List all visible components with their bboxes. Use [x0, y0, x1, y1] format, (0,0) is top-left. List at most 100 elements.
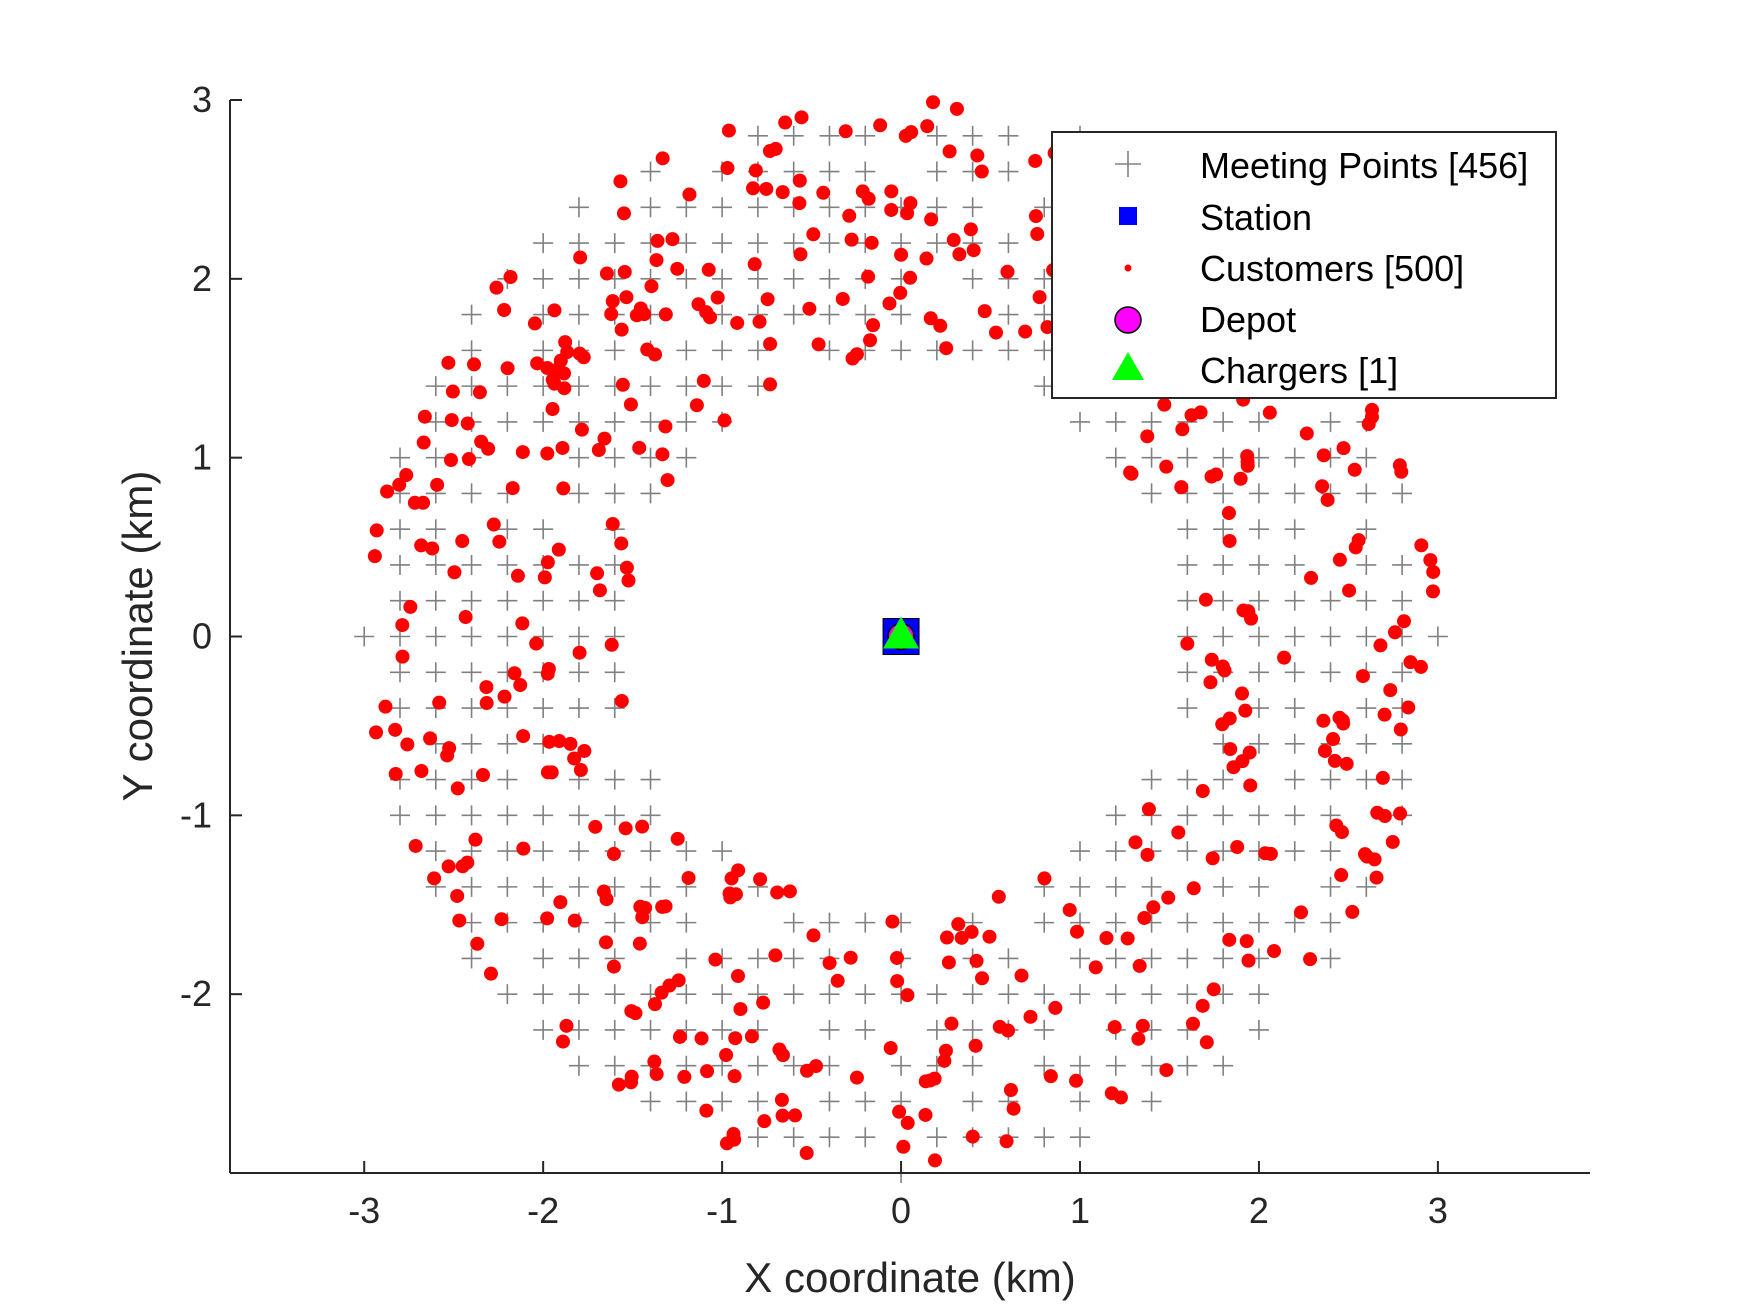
meeting-point-marker	[497, 411, 518, 432]
meeting-point-marker	[747, 197, 768, 218]
customer-marker	[1028, 209, 1043, 224]
y-tick-label: 0	[192, 616, 212, 657]
customer-marker	[696, 373, 711, 388]
customer-marker	[946, 233, 961, 248]
meeting-point-marker	[926, 233, 947, 254]
meeting-point-marker	[1213, 554, 1234, 575]
customer-marker	[591, 442, 606, 457]
customer-marker	[1174, 480, 1189, 495]
customer-marker	[388, 722, 403, 737]
meeting-point-marker	[1034, 197, 1055, 218]
meeting-point-marker	[712, 1019, 733, 1040]
customer-marker	[408, 838, 423, 853]
meeting-point-marker	[926, 125, 947, 146]
customer-marker	[681, 870, 696, 885]
meeting-point-marker	[497, 590, 518, 611]
customer-marker	[968, 1038, 983, 1053]
customer-marker	[654, 985, 669, 1000]
customer-marker	[966, 243, 981, 258]
customer-marker	[1383, 683, 1398, 698]
meeting-point-marker	[425, 376, 446, 397]
meeting-point-marker	[676, 376, 697, 397]
customer-marker	[808, 1059, 823, 1074]
meeting-point-marker	[1356, 626, 1377, 647]
customer-marker	[733, 1002, 748, 1017]
customer-marker	[1304, 570, 1319, 585]
meeting-point-marker	[640, 1019, 661, 1040]
meeting-point-marker	[855, 304, 876, 325]
meeting-point-marker	[783, 233, 804, 254]
meeting-point-marker	[819, 1091, 840, 1112]
customer-marker	[792, 173, 807, 188]
customer-marker	[977, 304, 992, 319]
meeting-point-marker	[1320, 841, 1341, 862]
meeting-point-marker	[1177, 519, 1198, 540]
customer-marker	[1161, 890, 1176, 905]
meeting-point-marker	[1248, 662, 1269, 683]
customer-marker	[723, 890, 738, 905]
meeting-point-marker	[783, 304, 804, 325]
meeting-point-marker	[712, 268, 733, 289]
customer-marker	[1221, 505, 1236, 520]
customer-marker	[545, 402, 560, 417]
customer-marker	[442, 741, 457, 756]
customer-marker	[447, 565, 462, 580]
meeting-point-marker	[1177, 554, 1198, 575]
customer-marker	[717, 413, 732, 428]
customer-marker	[1401, 700, 1416, 715]
customer-marker	[941, 955, 956, 970]
customer-marker	[727, 1132, 742, 1147]
x-tick-label: -1	[706, 1190, 738, 1231]
meeting-point-marker	[819, 984, 840, 1005]
customer-marker	[547, 376, 562, 391]
meeting-point-marker	[461, 304, 482, 325]
meeting-point-marker	[390, 805, 410, 826]
meeting-point-marker	[1034, 1055, 1055, 1076]
customer-marker	[574, 422, 589, 437]
meeting-point-marker	[1284, 769, 1305, 790]
customer-marker	[838, 124, 853, 139]
customer-marker	[919, 251, 934, 266]
meeting-point-marker	[998, 948, 1019, 969]
meeting-point-marker	[461, 662, 482, 683]
customer-marker	[614, 322, 629, 337]
meeting-point-marker	[1070, 1055, 1090, 1076]
customer-marker	[443, 453, 458, 468]
customer-marker	[1030, 227, 1045, 242]
customer-marker	[708, 952, 723, 967]
customer-marker	[588, 819, 603, 834]
customer-marker	[619, 290, 634, 305]
meeting-point-marker	[962, 197, 983, 218]
customer-marker	[497, 303, 512, 318]
customer-marker	[615, 377, 630, 392]
customer-marker	[655, 447, 670, 462]
customer-marker	[727, 1069, 742, 1084]
customer-marker	[1316, 448, 1331, 463]
customer-marker	[1326, 732, 1341, 747]
customer-marker	[444, 413, 459, 428]
customer-marker	[746, 181, 761, 196]
customer-marker	[605, 516, 620, 531]
customer-marker	[427, 871, 442, 886]
customer-marker	[1332, 552, 1347, 567]
customer-marker	[1243, 778, 1258, 793]
customer-marker	[616, 206, 631, 221]
customer-marker	[553, 895, 568, 910]
meeting-point-marker	[1320, 912, 1341, 933]
customer-marker	[951, 917, 966, 932]
meeting-point-marker	[425, 805, 446, 826]
customer-marker	[552, 734, 567, 749]
meeting-point-marker	[1213, 483, 1234, 504]
meeting-point-marker	[1213, 805, 1234, 826]
meeting-point-marker	[425, 447, 446, 468]
customer-marker	[1329, 818, 1344, 833]
meeting-point-marker	[1356, 733, 1377, 754]
customer-marker	[1037, 871, 1052, 886]
x-tick-label: -3	[348, 1190, 380, 1231]
meeting-point-marker	[533, 233, 554, 254]
customer-marker	[483, 966, 498, 981]
customer-marker	[900, 1115, 915, 1130]
customer-marker	[992, 1019, 1007, 1034]
customer-marker	[849, 1070, 864, 1085]
meeting-point-marker	[461, 340, 482, 361]
